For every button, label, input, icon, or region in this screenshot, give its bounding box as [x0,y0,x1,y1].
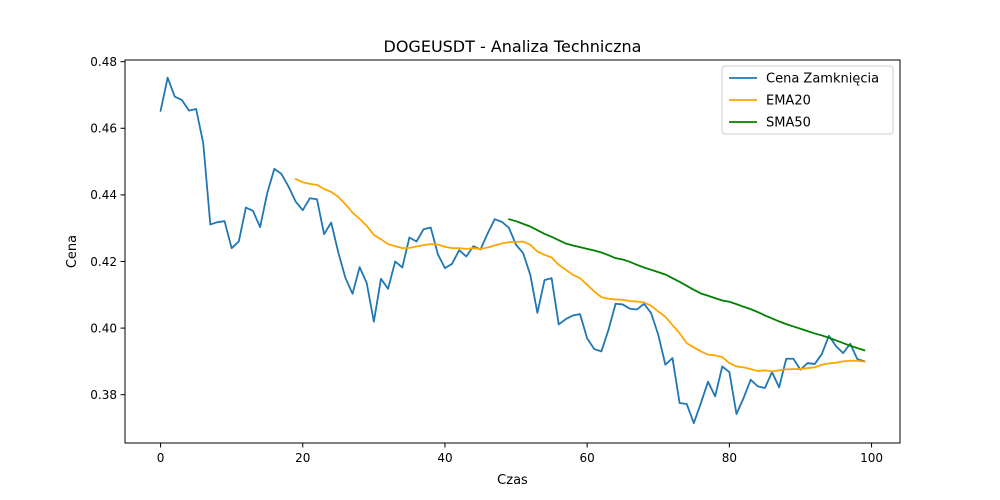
y-axis-label: Cena [65,235,80,268]
series-lines [159,76,866,424]
x-tick-label: 80 [722,451,737,465]
y-tick-label: 0.40 [90,321,117,335]
y-tick-label: 0.48 [90,55,117,69]
legend-label-3: SMA50 [766,116,811,131]
y-tick-label: 0.44 [90,188,117,202]
y-axis-ticks: 0.38 0.40 0.42 0.44 0.46 0.48 [90,55,125,402]
x-axis-ticks: 0 20 40 60 80 100 [157,443,883,465]
series-line-2 [294,177,866,373]
series-line-3 [508,218,866,352]
legend-box [721,65,894,135]
x-axis-label: Czas [497,473,528,488]
y-tick-label: 0.38 [90,388,117,402]
plot-frame [124,59,901,444]
x-tick-label: 0 [157,451,165,465]
chart-title: DOGEUSDT - Analiza Techniczna [384,37,642,56]
legend-label-2: EMA20 [766,94,811,109]
x-tick-label: 40 [437,451,452,465]
series-line-1 [159,76,866,424]
legend-label-1: Cena Zamknięcia [766,72,879,87]
plot-area [124,59,901,444]
y-tick-label: 0.46 [90,122,117,136]
legend: Cena Zamknięcia EMA20 SMA50 [721,65,894,135]
x-tick-label: 20 [295,451,310,465]
x-tick-label: 60 [580,451,595,465]
y-tick-label: 0.42 [90,255,117,269]
x-tick-label: 100 [860,451,883,465]
